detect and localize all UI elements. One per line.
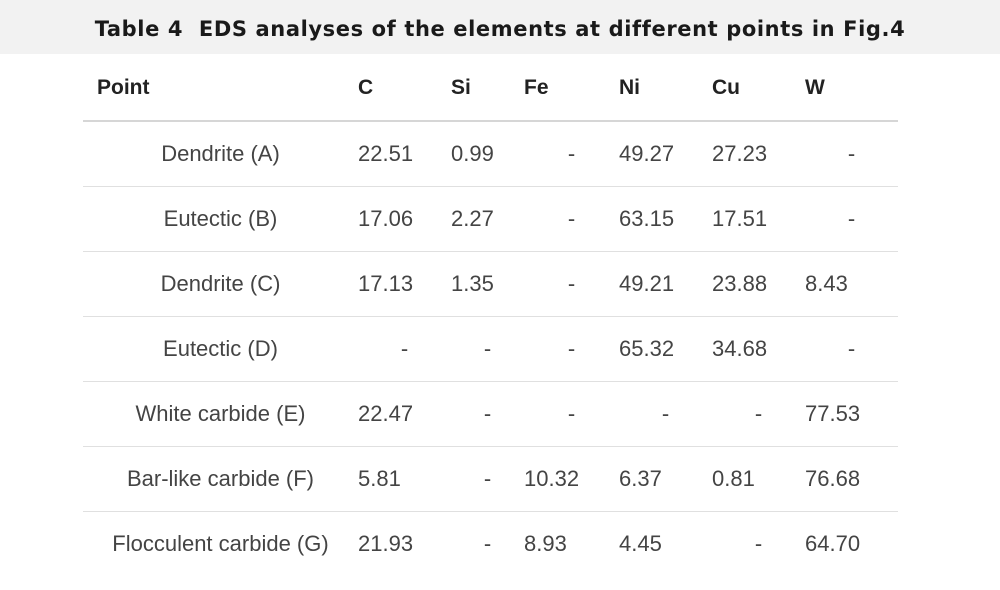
cell-cu: 0.81 [712, 446, 805, 512]
cell-point: White carbide (E) [83, 381, 358, 447]
cell-w: - [805, 186, 898, 252]
cell-cu: - [754, 531, 763, 556]
cell-si: - [451, 316, 524, 382]
cell-point: Bar-like carbide (F) [83, 446, 358, 512]
column-header-cu: Cu [712, 56, 805, 122]
cell-w: 76.68 [805, 446, 898, 512]
cell-point: Flocculent carbide (G) [112, 531, 329, 556]
cell-ni: 49.27 [619, 121, 712, 187]
table-row: Dendrite (C) 17.13 1.35 - 49.21 23.88 8.… [83, 251, 898, 317]
cell-point: Dendrite (C) [83, 251, 358, 317]
cell-c: - [358, 316, 451, 382]
cell-fe: - [524, 251, 619, 317]
cell-ni: 4.45 [619, 531, 662, 556]
cell-point: Dendrite (A) [83, 121, 358, 187]
cell-ni: 65.32 [619, 316, 712, 382]
cell-fe: 10.32 [524, 446, 619, 512]
caption-bar [0, 0, 1000, 54]
cell-c: 5.81 [358, 446, 451, 512]
table-row: Flocculent carbide (G) 21.93 - 8.93 4.45… [83, 512, 898, 577]
table-row: Bar-like carbide (F) 5.81 - 10.32 6.37 0… [83, 446, 898, 512]
cell-si: 1.35 [451, 251, 524, 317]
cell-ni: 63.15 [619, 186, 712, 252]
cell-cu: 34.68 [712, 316, 805, 382]
cell-w: 64.70 [805, 531, 861, 556]
cell-si: - [451, 446, 524, 512]
table-caption: Table 4 EDS analyses of the elements at … [94, 17, 906, 41]
cell-c: 22.51 [358, 121, 451, 187]
eds-table: Point C Si Fe Ni Cu W Dendrite (A) 22.51… [83, 56, 898, 576]
cell-w: - [805, 121, 898, 187]
cell-fe: - [524, 121, 619, 187]
cell-c: 22.47 [358, 381, 451, 447]
cell-si: - [451, 381, 524, 447]
cell-cu: - [712, 381, 805, 447]
header-row: Point C Si Fe Ni Cu W [83, 56, 898, 122]
cell-c: 17.13 [358, 251, 451, 317]
cell-si: - [483, 531, 492, 556]
cell-ni: 49.21 [619, 251, 712, 317]
column-header-fe: Fe [524, 56, 619, 122]
table-row: White carbide (E) 22.47 - - - - 77.53 [83, 381, 898, 447]
cell-fe: - [524, 316, 619, 382]
column-header-ni: Ni [619, 56, 712, 122]
cell-point: Eutectic (B) [83, 186, 358, 252]
cell-w: 77.53 [805, 381, 898, 447]
cell-cu: 23.88 [712, 251, 805, 317]
cell-fe: - [524, 186, 619, 252]
column-header-w: W [805, 56, 898, 122]
column-header-si: Si [451, 56, 524, 122]
column-header-c: C [358, 56, 451, 122]
cell-c: 17.06 [358, 186, 451, 252]
cell-ni: - [619, 381, 712, 447]
column-header-point: Point [83, 56, 358, 122]
cell-si: 2.27 [451, 186, 524, 252]
cell-si: 0.99 [451, 121, 524, 187]
cell-fe: - [524, 381, 619, 447]
cell-fe: 8.93 [524, 531, 567, 556]
cell-cu: 17.51 [712, 186, 805, 252]
cell-c: 21.93 [358, 531, 414, 556]
cell-cu: 27.23 [712, 121, 805, 187]
table-row: Eutectic (B) 17.06 2.27 - 63.15 17.51 - [83, 186, 898, 252]
cell-point: Eutectic (D) [83, 316, 358, 382]
cell-w: - [805, 316, 898, 382]
cell-w: 8.43 [805, 251, 898, 317]
table-row: Eutectic (D) - - - 65.32 34.68 - [83, 316, 898, 382]
cell-ni: 6.37 [619, 446, 712, 512]
table-row: Dendrite (A) 22.51 0.99 - 49.27 27.23 - [83, 121, 898, 187]
